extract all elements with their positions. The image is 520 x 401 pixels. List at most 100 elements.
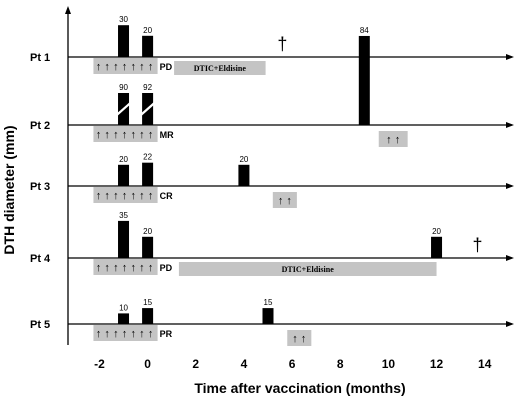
vaccination-arrow: ↑ (113, 328, 119, 340)
baseline-arrowhead (506, 183, 514, 189)
therapy-box (178, 262, 437, 276)
bar-value-label: 35 (119, 211, 128, 220)
vaccination-arrow: ↑ (139, 262, 145, 274)
vaccination-box (93, 126, 158, 142)
vaccination-arrow: ↑ (104, 129, 110, 141)
x-axis-title: Time after vaccination (months) (194, 380, 405, 396)
later-vaccination-arrows: ↑ ↑ (292, 333, 306, 345)
vaccination-arrow: ↑ (104, 190, 110, 202)
bar-value-label: 20 (239, 155, 248, 164)
dth-bar (142, 35, 154, 57)
vaccination-arrow: ↑ (104, 61, 110, 73)
x-tick-label: 10 (382, 357, 396, 371)
dth-bar (118, 164, 130, 186)
vaccination-arrow: ↑ (130, 262, 136, 274)
response-label: CR (160, 191, 173, 201)
patient-label: Pt 1 (30, 52, 50, 64)
vaccination-arrow: ↑ (122, 190, 128, 202)
vaccination-arrow: ↑ (96, 262, 102, 274)
baseline-arrowhead (506, 122, 514, 128)
dth-bar (118, 313, 130, 324)
vaccination-arrow: ↑ (130, 61, 136, 73)
patient-label: Pt 2 (30, 120, 50, 132)
patient-panel-3: Pt 3↑ ↑ ↑ ↑ ↑ ↑ ↑ CR ↑ ↑20 22 20 (30, 153, 514, 208)
bar-value-label: 10 (119, 303, 128, 312)
axis-break-mark (140, 102, 155, 116)
x-axis: -2 0 2 4 6 8 10 12 14 (94, 357, 492, 371)
baseline-arrowhead (506, 321, 514, 327)
vaccination-arrow: ↑ (148, 61, 154, 73)
y-axis (65, 6, 71, 345)
death-marker: † (472, 235, 482, 255)
bar-value-label: 20 (143, 227, 152, 236)
x-tick-label: 4 (241, 357, 248, 371)
response-label: PD (160, 62, 173, 72)
dth-bar (431, 236, 443, 258)
vaccination-arrow: ↑ (113, 61, 119, 73)
x-tick-label: -2 (94, 357, 105, 371)
vaccination-arrow: ↑ (130, 328, 136, 340)
bar-value-label: 90 (119, 83, 128, 92)
vaccination-arrow: ↑ (130, 190, 136, 202)
vaccination-arrow: ↑ (139, 61, 145, 73)
bar-value-label: 15 (143, 298, 152, 307)
y-axis-title: DTH diameter (mm) (1, 125, 17, 254)
vaccination-arrow: ↑ (104, 262, 110, 274)
patient-label: Pt 5 (30, 319, 50, 331)
vaccination-arrow: ↑ (113, 262, 119, 274)
dth-bar (262, 308, 274, 324)
x-tick-label: 2 (192, 357, 199, 371)
vaccination-arrow: ↑ (148, 190, 154, 202)
later-vaccination-box (272, 192, 297, 208)
dth-bar (142, 308, 154, 324)
vaccination-arrow: ↑ (96, 190, 102, 202)
vaccination-arrow: ↑ (148, 328, 154, 340)
bar-value-label: 92 (143, 83, 152, 92)
vaccination-arrow: ↑ (122, 328, 128, 340)
y-axis-arrowhead (65, 6, 71, 14)
dth-bar (118, 25, 130, 57)
vaccination-arrow: ↑ (148, 129, 154, 141)
therapy-label: DTIC+Eldisine (282, 265, 335, 274)
response-label: PR (160, 329, 173, 339)
vaccination-arrow: ↑ (96, 129, 102, 141)
baseline-arrowhead (506, 255, 514, 261)
vaccination-arrow: ↑ (96, 328, 102, 340)
later-vaccination-box (287, 330, 312, 346)
bar-value-label: 15 (264, 298, 273, 307)
vaccination-arrow: ↑ (139, 190, 145, 202)
therapy-label: DTIC+Eldisine (194, 64, 247, 73)
vaccination-arrow: ↑ (130, 129, 136, 141)
vaccination-arrow: ↑ (148, 262, 154, 274)
later-vaccination-box (378, 131, 408, 147)
death-marker: † (277, 34, 287, 54)
dth-bar (142, 236, 154, 258)
bar-value-label: 22 (143, 153, 152, 162)
vaccination-arrow: ↑ (139, 328, 145, 340)
response-label: MR (160, 130, 174, 140)
dth-bar (358, 35, 370, 125)
vaccination-box (93, 259, 158, 275)
x-tick-label: 8 (337, 357, 344, 371)
x-tick-label: 14 (478, 357, 492, 371)
vaccination-box (93, 58, 158, 74)
later-vaccination-arrows: ↑ ↑ (386, 134, 400, 146)
vaccination-arrow: ↑ (122, 262, 128, 274)
patient-label: Pt 4 (30, 253, 51, 265)
baseline-arrowhead (506, 54, 514, 60)
bar-value-label: 20 (432, 227, 441, 236)
response-label: PD (160, 263, 173, 273)
bar-value-label: 20 (143, 26, 152, 35)
axis-break-mark (116, 102, 131, 116)
vaccination-arrow: ↑ (113, 190, 119, 202)
bar-value-label: 30 (119, 15, 128, 24)
vaccination-box (93, 187, 158, 203)
vaccination-arrow: ↑ (104, 328, 110, 340)
bar-value-label: 20 (119, 155, 128, 164)
later-vaccination-arrows: ↑ ↑ (278, 195, 292, 207)
vaccination-box (93, 325, 158, 341)
